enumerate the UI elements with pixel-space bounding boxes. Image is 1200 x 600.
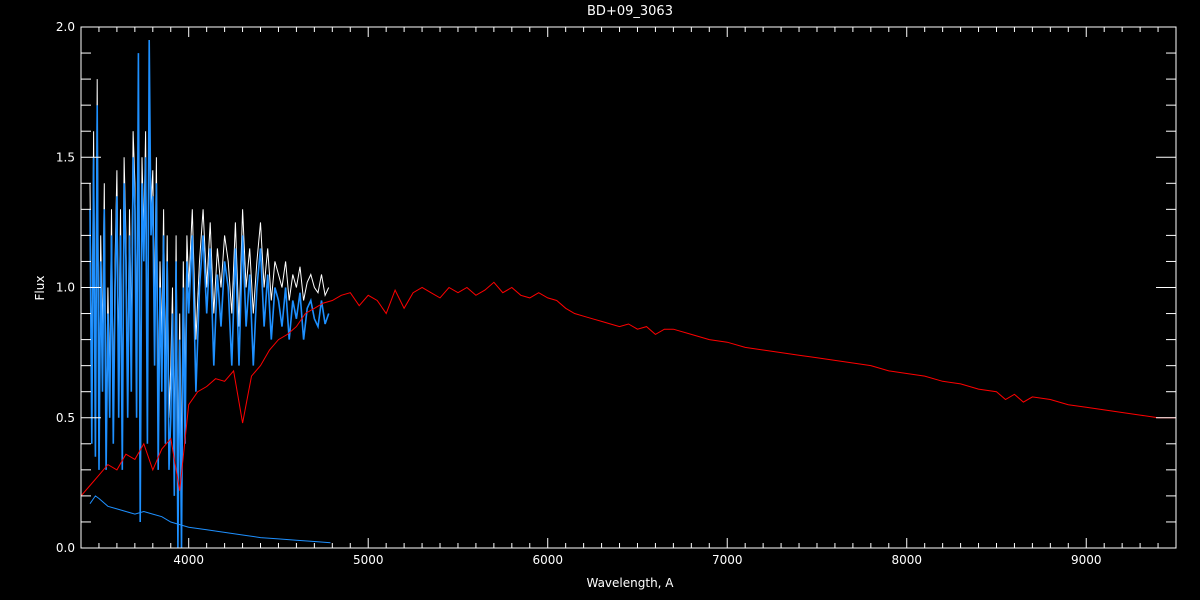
x-axis-label: Wavelength, A xyxy=(586,576,674,590)
y-tick-label: 1.0 xyxy=(56,281,75,295)
x-axis-ticks: 4000 5000 6000 7000 8000 9000 xyxy=(98,27,1177,567)
x-tick-label: 6000 xyxy=(532,553,563,567)
y-axis-ticks: 0.0 0.5 1.0 1.5 2.0 xyxy=(56,20,1176,555)
series-line-error xyxy=(89,495,331,544)
series-line-observed_fill xyxy=(89,39,330,549)
y-tick-label: 0.5 xyxy=(56,411,75,425)
x-tick-label: 7000 xyxy=(712,553,743,567)
x-tick-label: 9000 xyxy=(1071,553,1102,567)
y-tick-label: 2.0 xyxy=(56,20,75,34)
x-tick-label: 5000 xyxy=(353,553,384,567)
chart-title: BD+09_3063 xyxy=(587,4,673,19)
x-tick-label: 4000 xyxy=(173,553,204,567)
y-tick-label: 0.0 xyxy=(56,541,75,555)
plot-series xyxy=(80,39,1176,549)
series-line-model xyxy=(80,281,1176,497)
y-tick-label: 1.5 xyxy=(56,150,75,164)
x-tick-label: 8000 xyxy=(891,553,922,567)
y-axis-label: Flux xyxy=(33,276,47,301)
